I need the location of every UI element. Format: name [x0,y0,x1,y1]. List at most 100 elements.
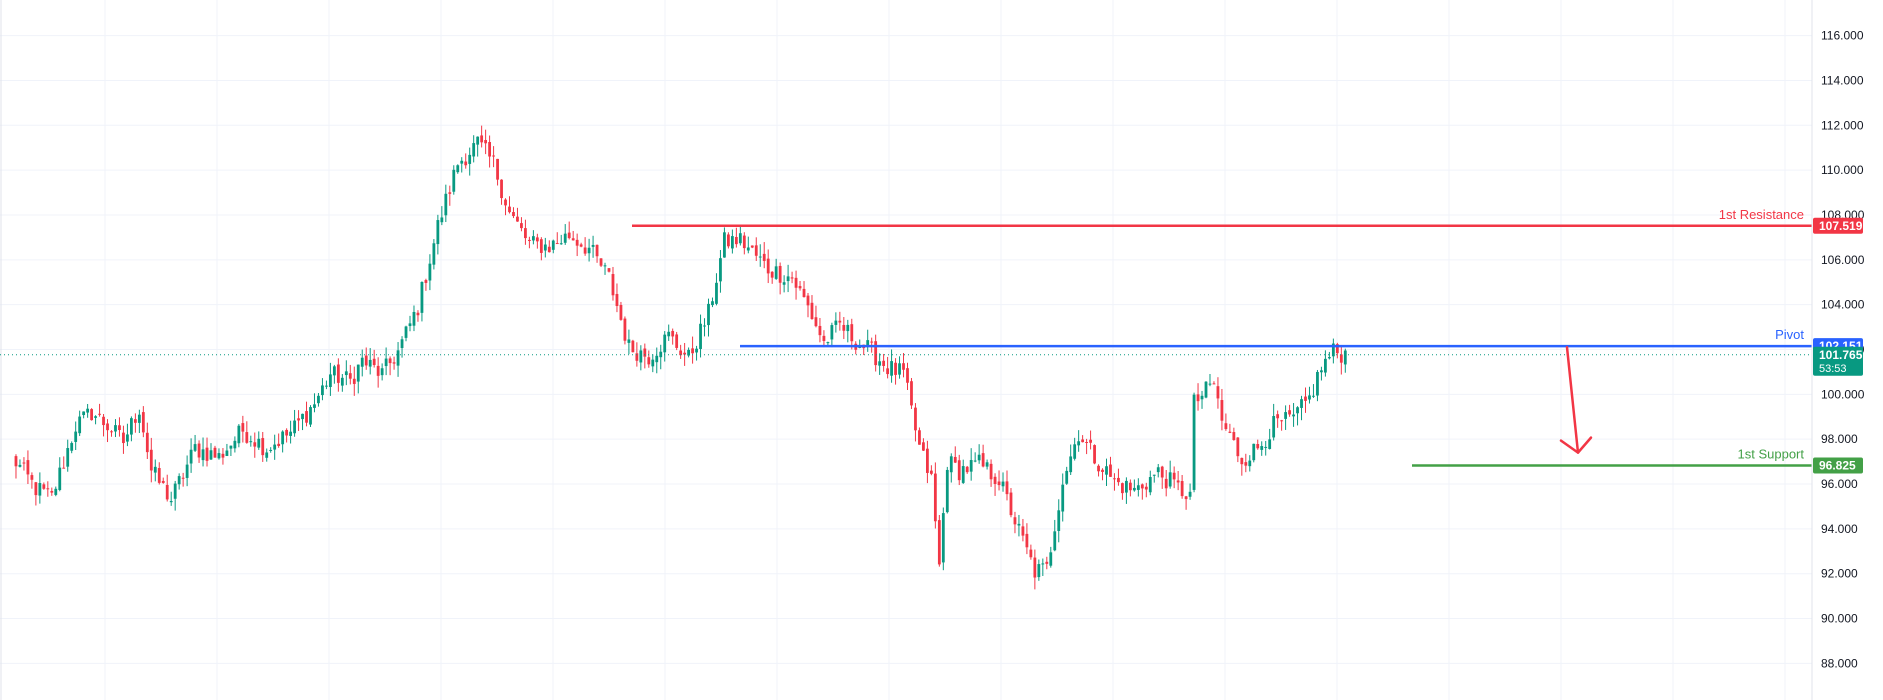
candle[interactable] [432,239,436,270]
candle[interactable] [484,129,488,155]
candle[interactable] [261,431,265,462]
candle[interactable] [285,428,289,443]
candle[interactable] [301,413,304,431]
candle[interactable] [595,244,599,263]
candle[interactable] [1144,482,1148,498]
candle[interactable] [790,271,794,284]
candle[interactable] [1001,472,1005,492]
candle[interactable] [297,410,300,431]
candle[interactable] [265,448,269,462]
candle[interactable] [336,358,340,392]
candle[interactable] [1292,403,1295,427]
candle[interactable] [480,125,484,148]
candle[interactable] [989,459,993,487]
candle[interactable] [734,227,738,248]
candle[interactable] [54,486,58,497]
candle[interactable] [854,341,858,355]
candle[interactable] [30,472,34,489]
candle[interactable] [1180,475,1184,499]
candle[interactable] [746,236,750,254]
candle[interactable] [86,403,90,418]
candle[interactable] [1132,479,1136,492]
candle[interactable] [675,331,679,351]
candle[interactable] [687,347,690,358]
candle[interactable] [193,434,197,452]
candle[interactable] [436,214,440,255]
candle[interactable] [1268,428,1272,450]
candle[interactable] [667,324,671,341]
candle[interactable] [1288,404,1291,417]
candle[interactable] [941,507,945,571]
candle[interactable] [1069,444,1073,476]
candle[interactable] [1256,439,1260,450]
candle[interactable] [639,345,643,371]
candle[interactable] [376,357,380,388]
candle[interactable] [504,198,507,216]
candle[interactable] [659,344,663,370]
candle[interactable] [551,239,555,254]
candle[interactable] [237,424,241,448]
candle[interactable] [516,207,519,222]
candle[interactable] [535,233,539,249]
candle[interactable] [719,250,722,293]
candle[interactable] [1232,427,1236,441]
candle[interactable] [874,334,878,372]
candle[interactable] [185,455,189,487]
candle[interactable] [277,433,281,448]
candle[interactable] [1009,488,1013,518]
candle[interactable] [1081,435,1085,443]
levels[interactable]: 1st Resistance Pivot 1st Support [0,207,1812,467]
candle[interactable] [404,325,408,342]
candle[interactable] [412,305,416,332]
candle[interactable] [886,356,889,379]
candle[interactable] [1037,559,1041,581]
candle[interactable] [201,437,205,467]
candle[interactable] [1312,384,1315,398]
candle[interactable] [1136,478,1140,497]
candle[interactable] [38,472,42,504]
candle[interactable] [1236,437,1240,463]
candle[interactable] [937,514,941,567]
candle[interactable] [281,430,285,453]
candle[interactable] [42,482,46,490]
candle[interactable] [416,310,420,322]
candle[interactable] [1200,390,1204,409]
candle[interactable] [1085,438,1088,455]
candle[interactable] [488,135,491,168]
candle[interactable] [1061,473,1065,522]
candle[interactable] [1316,369,1319,402]
candle[interactable] [770,271,774,284]
candle[interactable] [157,462,161,485]
candle[interactable] [786,264,790,293]
candle[interactable] [90,408,93,421]
candle[interactable] [1053,519,1057,552]
candle[interactable] [1057,499,1061,543]
candle[interactable] [524,219,527,245]
candle[interactable] [149,437,153,483]
candle[interactable] [647,350,651,368]
candle[interactable] [802,281,806,298]
candle[interactable] [1160,465,1164,489]
candle[interactable] [1029,544,1033,560]
support-price-badge[interactable] [1813,457,1863,474]
candle[interactable] [372,349,376,368]
candle[interactable] [914,403,917,442]
candle[interactable] [384,347,388,376]
candle[interactable] [762,242,766,269]
candle[interactable] [929,465,933,476]
candle[interactable] [1212,381,1216,385]
candle[interactable] [918,427,921,445]
candle[interactable] [1021,518,1025,542]
candle[interactable] [1077,430,1081,452]
candle[interactable] [476,136,480,157]
candle[interactable] [715,273,718,306]
candle[interactable] [145,422,149,460]
candle[interactable] [567,221,571,240]
candle[interactable] [130,416,133,442]
candle[interactable] [842,317,846,340]
candle[interactable] [500,179,503,205]
candle[interactable] [58,457,62,492]
candle[interactable] [559,234,563,245]
candle[interactable] [878,353,882,375]
